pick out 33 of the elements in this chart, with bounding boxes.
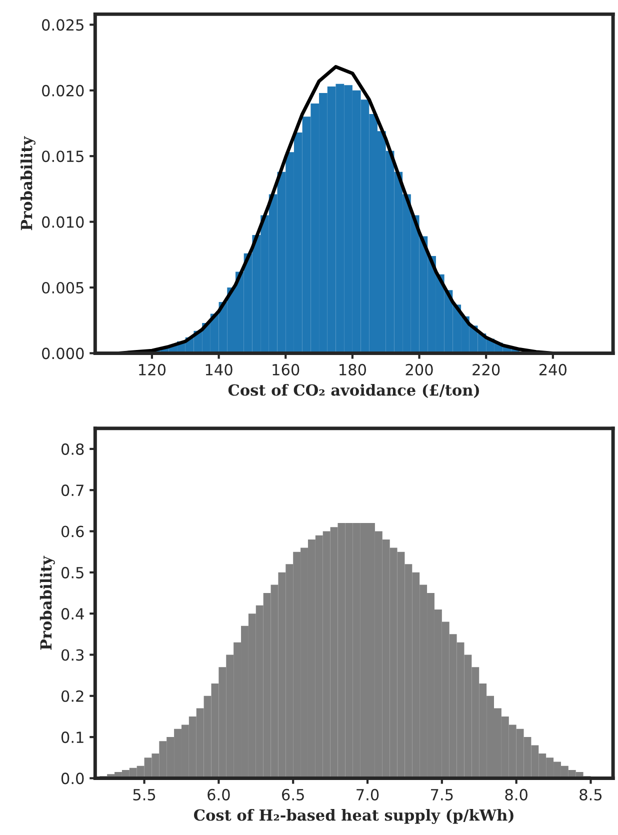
x-tick-label: 240: [539, 364, 566, 376]
y-tick-label: 0.025: [42, 19, 84, 31]
x-tick-label: 200: [406, 364, 433, 376]
y-tick-label: 0.4: [61, 608, 84, 620]
x-tick-label: 5.5: [133, 789, 156, 800]
x-tick-label: 6.0: [208, 788, 230, 800]
y-axis-title: Probability: [40, 556, 55, 650]
x-tick-label: 7.0: [356, 788, 379, 800]
y-tick-label: 0.020: [42, 84, 84, 96]
y-tick-label: 0.1: [61, 732, 84, 744]
y-tick-label: 0.3: [61, 649, 84, 661]
y-tick-label: 0.2: [61, 690, 84, 702]
x-tick-label: 120: [139, 364, 166, 376]
x-tick-label: 140: [206, 364, 232, 376]
y-tick-label: 0.000: [42, 348, 84, 360]
x-tick-label: 220: [472, 364, 500, 376]
x-tick-label: 160: [272, 364, 300, 376]
x-tick-label: 7.5: [431, 789, 453, 800]
x-tick-label: 180: [340, 364, 366, 376]
y-tick-label: 0.015: [42, 150, 84, 162]
x-axis-title: Cost of H₂-based heat supply (p/kWh): [194, 808, 514, 824]
x-axis-title: Cost of CO₂ avoidance (£/ton): [228, 384, 480, 398]
y-tick-label: 0.010: [42, 216, 84, 228]
y-tick-label: 0.6: [61, 526, 84, 538]
y-tick-label: 0.005: [42, 282, 84, 294]
y-tick-label: 0.5: [61, 566, 84, 578]
x-tick-label: 8.5: [580, 788, 602, 800]
y-tick-label: 0.0: [61, 772, 84, 784]
y-axis-title: Probability: [20, 136, 36, 230]
y-tick-label: 0.7: [61, 484, 84, 496]
x-tick-label: 8.0: [505, 788, 528, 800]
y-tick-label: 0.8: [61, 443, 84, 455]
x-tick-label: 6.5: [282, 788, 304, 800]
